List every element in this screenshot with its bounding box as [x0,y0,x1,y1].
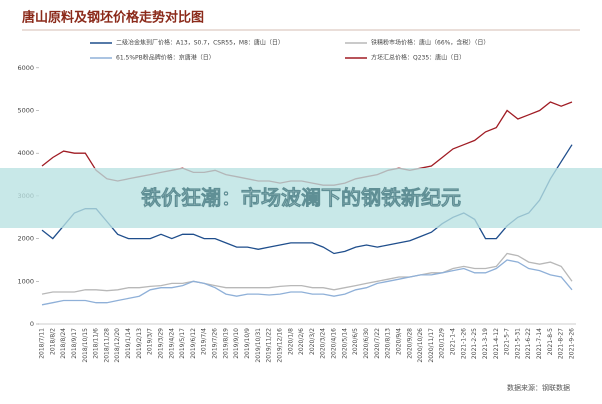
x-tick-label: 2021-1-4 [450,328,457,355]
legend-label: 方坯汇总价格：Q235：唐山（日） [371,54,465,62]
x-tick-label: 2019/3/7 [147,328,154,355]
x-tick-label: 2019/7/26 [212,328,219,359]
x-tick-label: 2020/5/14 [341,328,348,359]
source: 数据来源：钢联数据 [507,383,570,392]
x-tick-label: 2018/7/11 [39,328,46,359]
x-tick-label: 2020/9/28 [406,328,413,359]
x-tick-label: 2021-4-12 [493,328,500,359]
x-tick-label: 2021-5-31 [514,328,521,359]
y-tick-label: 4000 [17,149,34,157]
x-tick-label: 2021-9-26 [569,328,576,359]
x-tick-label: 2019/7/4 [201,328,208,355]
x-tick-label: 2018/9/17 [71,328,78,359]
y-tick-label: 2000 [17,235,34,243]
x-tick-label: 2020/3/2 [309,328,316,355]
x-tick-label: 2019/10/31 [255,328,262,363]
y-tick-label: 6000 [17,64,34,72]
legend-label: 二级冶金焦到厂价格：A13，S0.7，CSR55，M8：唐山（日） [116,39,284,47]
banner-text: 铁价狂潮：市场波澜下的钢铁新纪元 [141,186,461,210]
x-tick-label: 2018/10/15 [82,328,89,363]
legend-label: 铁精粉市场价格：唐山（66%，含税）（日） [371,39,489,47]
x-tick-label: 2018/8/24 [60,328,67,359]
x-tick-label: 2019/1/14 [125,328,132,359]
x-tick-label: 2020/7/22 [374,328,381,359]
legend-label: 61.5%PB粉品牌价格：京唐港（日） [116,54,215,62]
x-tick-label: 2019/4/24 [168,328,175,359]
x-tick-label: 2019/2/13 [136,328,143,359]
x-tick-label: 2018/11/6 [93,328,100,359]
x-tick-label: 2020/9/4 [395,328,402,355]
series-line [41,259,573,306]
x-tick-label: 2019/12/16 [276,328,283,363]
x-tick-label: 2021-7-14 [536,328,543,359]
x-tick-label: 2020/6/5 [352,328,359,355]
x-tick-label: 2021-1-26 [460,328,467,359]
x-tick-label: 2021-5-7 [504,328,511,355]
x-tick-label: 2020/3/24 [320,328,327,359]
x-tick-label: 2018/8/2 [49,328,56,355]
y-tick-label: 0 [30,320,34,328]
banner-band [0,168,602,228]
x-tick-label: 2021-2-25 [471,328,478,359]
y-tick-label: 1000 [17,277,34,285]
x-tick-label: 2020/6/30 [363,328,370,359]
chart-title: 唐山原料及钢坯价格走势对比图 [22,10,204,26]
x-tick-label: 2018/11/28 [103,328,110,363]
x-tick-label: 2021-3-19 [482,328,489,359]
x-tick-label: 2019/8/19 [222,328,229,359]
plot: 01000200030004000500060002018/7/112018/8… [17,39,576,363]
series-line [41,252,573,295]
x-tick-label: 2019/6/12 [190,328,197,359]
y-tick-label: 5000 [17,107,34,115]
x-tick-label: 2020/1/8 [287,328,294,355]
series-line [41,144,573,255]
x-tick-label: 2019/11/22 [266,328,273,363]
x-tick-label: 2021-6-22 [525,328,532,359]
x-tick-label: 2021-8-27 [558,328,565,359]
x-tick-label: 2021-8-5 [547,328,554,355]
x-tick-label: 2019/5/17 [179,328,186,359]
x-tick-label: 2020/2/6 [298,328,305,355]
x-tick-label: 2019/9/10 [233,328,240,359]
x-tick-label: 2020/4/16 [331,328,338,359]
x-tick-label: 2020/8/13 [385,328,392,359]
x-tick-label: 2019/3/29 [157,328,164,359]
x-tick-label: 2020/12/9 [439,328,446,359]
x-tick-label: 2020/11/17 [428,328,435,363]
x-tick-label: 2019/10/9 [244,328,251,359]
x-tick-label: 2020/10/26 [417,328,424,363]
x-tick-label: 2018/12/20 [114,328,121,363]
